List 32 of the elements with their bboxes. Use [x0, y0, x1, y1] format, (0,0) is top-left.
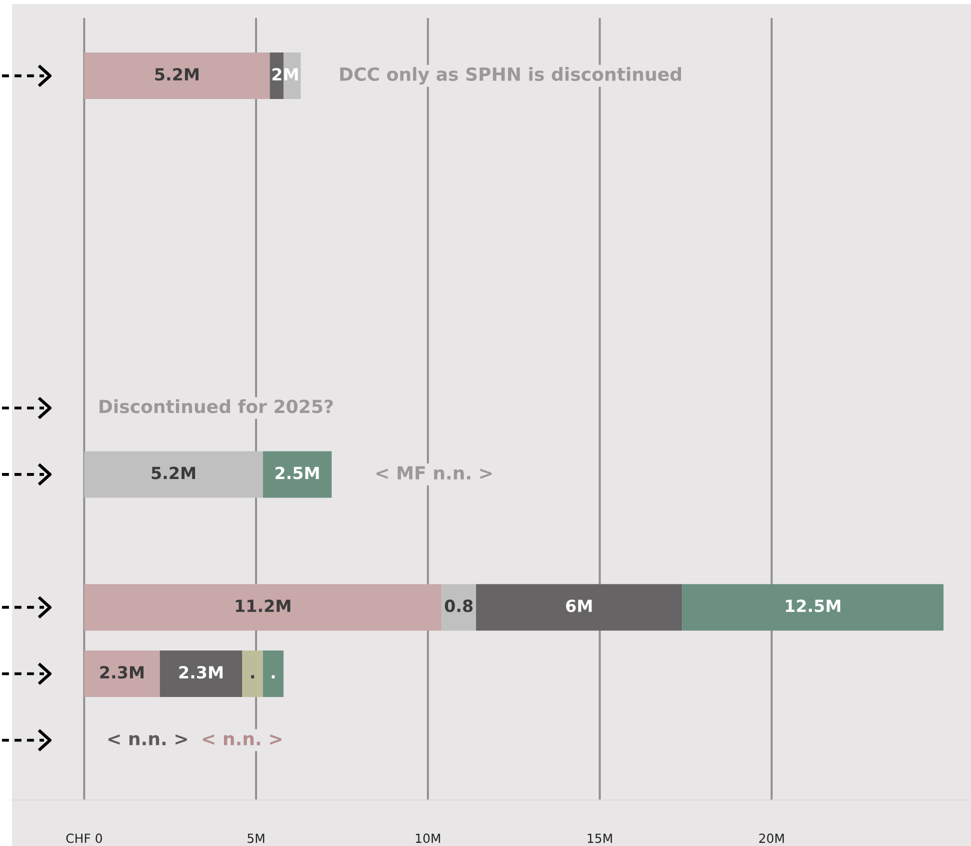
annotation: .	[251, 675, 254, 678]
annotation: DCC only as SPHN is discontinued	[340, 66, 682, 85]
annotation: < MF n.n. >	[376, 466, 492, 480]
annotation: 0.8	[444, 600, 473, 612]
bar	[84, 451, 263, 498]
bar	[682, 584, 944, 631]
x-tick-label: CHF 0	[66, 834, 102, 844]
annotation: 6M	[566, 600, 592, 612]
bar	[262, 650, 284, 698]
x-tick-label: 5M	[248, 834, 264, 844]
annotation: < n.n. >	[108, 734, 187, 746]
bar	[84, 650, 160, 698]
annotation: 5.2M	[152, 466, 196, 480]
annotation: 5.2M	[155, 68, 199, 81]
bar	[84, 584, 442, 631]
bar	[262, 451, 332, 498]
bar	[242, 650, 263, 698]
x-tick-label: 10M	[416, 834, 440, 844]
annotation: 2.3M	[179, 666, 223, 679]
annotation: 2.5M	[276, 466, 319, 480]
annotation: < n.n. >	[202, 734, 282, 746]
bar	[476, 584, 682, 631]
annotation: 12.5M	[786, 600, 840, 612]
x-tick-label: 20M	[759, 834, 784, 844]
annotation: .	[272, 675, 275, 678]
bar	[442, 584, 476, 631]
annotation: 11.2M	[236, 600, 290, 612]
bar	[84, 52, 270, 100]
annotation: Discontinued for 2025?	[100, 399, 333, 414]
annotation: 2.3M	[100, 666, 144, 679]
bar	[160, 650, 242, 698]
x-tick-label: 15M	[588, 834, 612, 844]
